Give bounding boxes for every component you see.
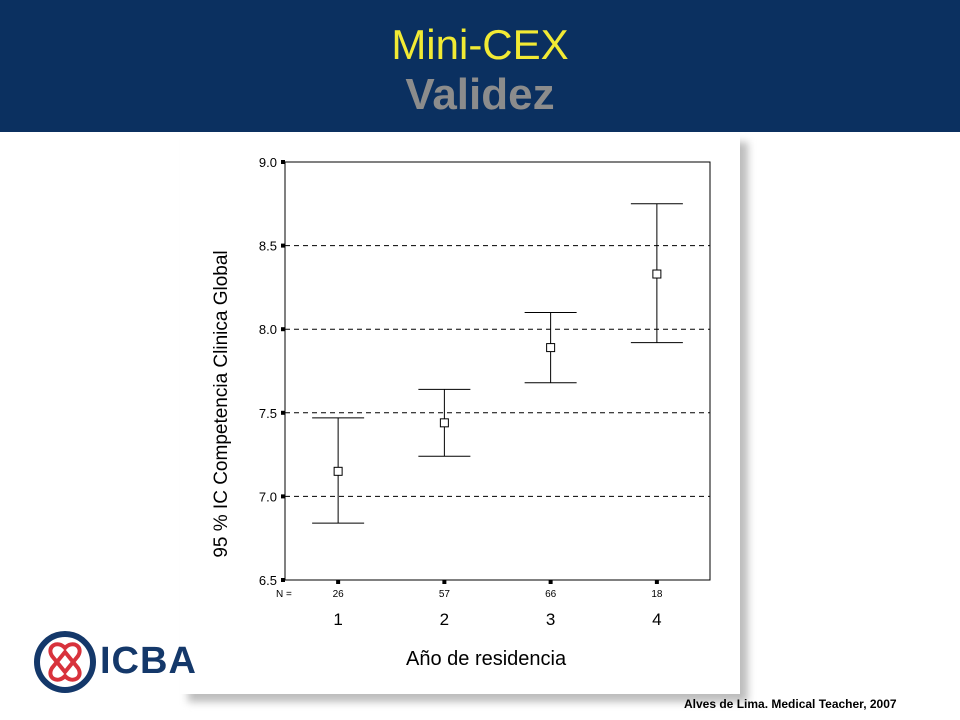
x-tick-label-0: 1: [333, 610, 342, 629]
y-tick-mark-2: [281, 410, 285, 415]
y-tick-mark-5: [281, 160, 285, 164]
header-bar: Mini-CEX Validez: [0, 0, 960, 132]
mean-point-1: [439, 418, 449, 428]
slide-title: Mini-CEX: [391, 21, 569, 68]
y-tick-label-0: 6.5: [259, 573, 277, 588]
n-label: N =: [276, 589, 292, 600]
y-tick-label-5: 9.0: [259, 155, 277, 170]
x-tick-label-1: 2: [440, 610, 449, 629]
error-bar-chart: 6.5 7.0 7.5 8.0 8.5 9.0 N = 26 1 57 2 66 3 18 4: [259, 155, 711, 629]
y-tick-mark-0: [281, 578, 285, 582]
y-tick-mark-1: [281, 494, 285, 499]
x-axis-label: Año de residencia: [406, 648, 567, 670]
x-tick-label-2: 3: [546, 610, 555, 629]
y-axis-label-text: 95 % IC Competencia Clinica Global: [211, 250, 232, 558]
n-value-2: 66: [545, 589, 557, 600]
x-tick-mark-2: [548, 580, 553, 584]
mean-point-2: [546, 343, 556, 353]
citation: Alves de Lima. Medical Teacher, 2007: [684, 697, 897, 711]
y-tick-label-1: 7.0: [259, 489, 277, 504]
logo-text: ICBA: [100, 640, 197, 682]
x-tick-label-3: 4: [652, 610, 661, 629]
x-tick-mark-1: [442, 580, 447, 584]
y-tick-label-4: 8.5: [259, 239, 277, 254]
icba-logo-icon: [34, 631, 96, 693]
n-value-3: 18: [651, 589, 663, 600]
mean-point-3: [652, 269, 662, 279]
mean-point-0: [333, 466, 343, 476]
n-value-0: 26: [333, 589, 345, 600]
plot-frame: [284, 161, 711, 581]
y-tick-label-2: 7.5: [259, 406, 277, 421]
y-tick-label-3: 8.0: [259, 322, 277, 337]
n-value-1: 57: [439, 589, 451, 600]
slide-subtitle: Validez: [405, 70, 555, 119]
x-tick-mark-3: [654, 580, 659, 584]
y-tick-mark-4: [281, 243, 285, 248]
chart-card: 6.5 7.0 7.5 8.0 8.5 9.0 N = 26 1 57 2 66 3 18 4: [180, 134, 740, 694]
y-tick-mark-3: [281, 327, 285, 332]
x-tick-mark-0: [336, 580, 341, 584]
